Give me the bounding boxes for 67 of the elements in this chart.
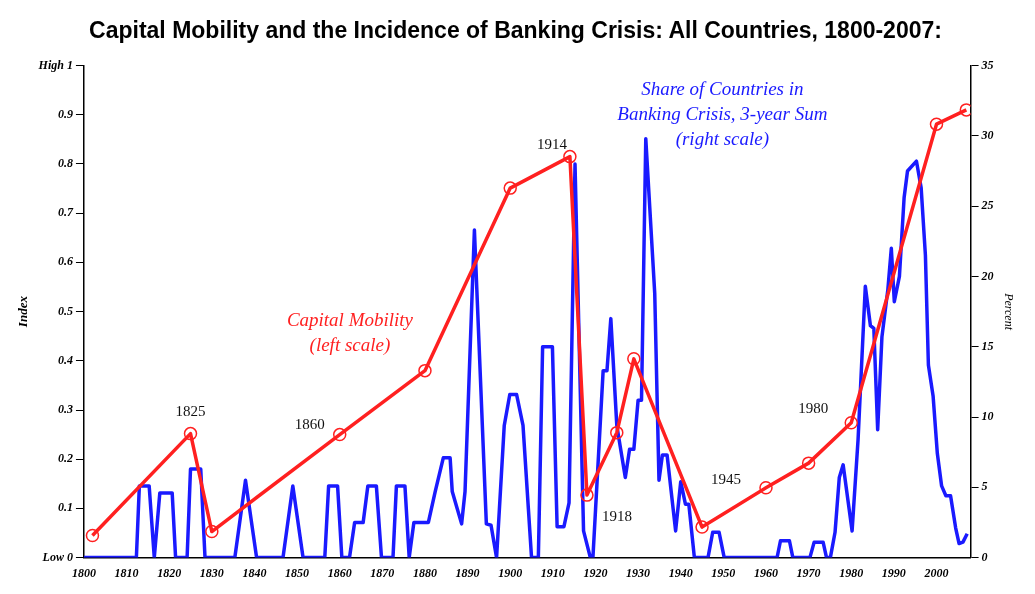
y-tick-label: 0.6: [57, 254, 73, 269]
series-label: Capital Mobility (left scale): [286, 309, 414, 357]
point: [418, 363, 432, 378]
y-tick-label: 0.3: [57, 402, 73, 417]
x-tick-label: 1820: [157, 565, 182, 580]
x-tick-label: 1910: [540, 565, 565, 580]
y2-tick-label: 25: [980, 198, 994, 213]
x-tick-label: 1950: [711, 565, 736, 580]
x-tick-label: 1880: [412, 565, 437, 580]
point: [759, 480, 773, 495]
y2-tick-label: 30: [980, 127, 994, 142]
x-tick-label: 1920: [583, 565, 608, 580]
y2-axis-title: Percent: [1001, 292, 1016, 331]
x-tick-label: 1810: [114, 565, 139, 580]
y2-tick-label: 20: [980, 268, 994, 283]
point: [563, 149, 577, 164]
x-tick-label: 1930: [626, 565, 651, 580]
annotation: 1860: [294, 415, 325, 432]
y-tick-label: 0.5: [57, 303, 73, 318]
y2-tick-label: 5: [981, 479, 988, 494]
y-tick-label: 0.2: [57, 451, 73, 466]
x-tick-label: 1900: [498, 565, 523, 580]
y-axis-title: Index: [15, 295, 31, 329]
point: [205, 524, 219, 539]
series-label: Share of Countries in Banking Crisis, 3-year Sum (right scale): [617, 78, 828, 151]
annotation: 1825: [175, 402, 206, 419]
y-tick-label: 0.8: [57, 156, 73, 171]
x-tick-label: 2000: [923, 565, 949, 580]
point: [929, 117, 944, 131]
x-tick-label: 1970: [796, 565, 821, 580]
point: [332, 427, 347, 442]
point: [85, 528, 100, 543]
x-tick-label: 1840: [242, 565, 267, 580]
x-tick-label: 1850: [285, 565, 310, 580]
point: [580, 488, 594, 502]
y2-tick-label: 0: [981, 549, 988, 564]
y2-tick-label: 35: [980, 57, 994, 72]
annotation: 1918: [601, 508, 632, 525]
y-tick-label: 0.1: [57, 500, 73, 515]
annotation: 1914: [536, 135, 568, 152]
point: [503, 181, 517, 195]
x-tick-label: 1890: [455, 565, 480, 580]
y-tick-label: Low 0: [41, 549, 73, 564]
annotation: 1980: [798, 399, 829, 416]
y2-tick-label: 15: [981, 338, 994, 353]
y-tick-label: 0.7: [57, 205, 74, 220]
x-tick-label: 1940: [668, 565, 693, 580]
point: [610, 425, 624, 440]
x-tick-label: 1860: [327, 565, 352, 580]
y-tick-label: 0.4: [57, 352, 73, 367]
point: [959, 103, 971, 117]
point: [844, 416, 858, 430]
x-tick-label: 1960: [753, 565, 778, 580]
y-tick-label: 0.9: [57, 106, 73, 121]
x-tick-label: 1870: [370, 565, 395, 580]
y2-tick-label: 10: [981, 409, 994, 424]
x-tick-label: 1990: [881, 565, 906, 580]
chart-title: Capital Mobility and the Incidence of Banking Crisis: All Countries, 1800-2007:: [89, 17, 942, 44]
point: [183, 426, 198, 441]
y-tick-label: High 1: [37, 57, 73, 72]
point: [695, 520, 709, 534]
point: [627, 352, 641, 366]
x-tick-label: 1800: [71, 565, 96, 580]
point: [801, 456, 816, 470]
x-tick-label: 1830: [199, 565, 224, 580]
annotation: 1945: [710, 470, 741, 487]
x-tick-label: 1980: [839, 565, 864, 580]
